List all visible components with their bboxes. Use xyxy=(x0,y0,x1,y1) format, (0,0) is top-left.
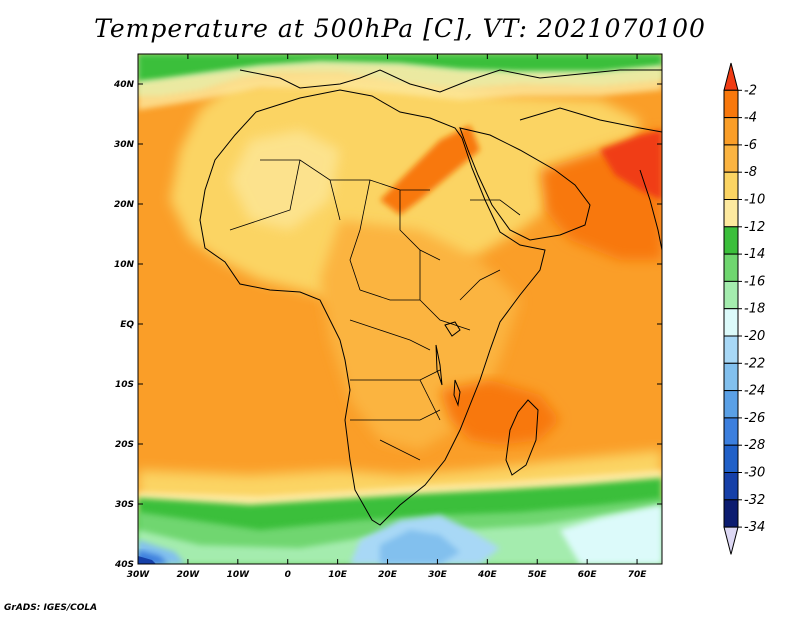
lat-label: 10S xyxy=(115,380,134,390)
colorbar-label: -24 xyxy=(744,384,765,399)
colorbar-swatch xyxy=(723,444,739,474)
lon-label: 10E xyxy=(328,570,348,580)
field-north-green xyxy=(138,54,662,82)
colorbar-swatch xyxy=(723,117,739,146)
field-southwest-navy xyxy=(138,556,156,564)
madagascar-coastline xyxy=(505,399,539,476)
colorbar-label: -22 xyxy=(744,356,765,371)
arabia-coastline xyxy=(459,127,591,241)
axis-ticks xyxy=(137,54,662,565)
colorbar-label: -2 xyxy=(744,83,757,98)
lake-tanganyika xyxy=(435,344,443,386)
colorbar-label: -34 xyxy=(744,520,765,535)
map-title: Temperature at 500hPa [C], VT: 202107010… xyxy=(94,14,706,43)
europe-coastline xyxy=(239,69,662,93)
colorbar-swatch xyxy=(723,362,739,392)
colorbar-swatch xyxy=(723,226,739,255)
colorbar-swatch xyxy=(723,472,739,501)
colorbar-label: -26 xyxy=(744,411,765,426)
lat-label: 10N xyxy=(114,260,135,270)
lat-label: EQ xyxy=(120,320,134,330)
lon-label: 60E xyxy=(578,570,598,580)
colorbar-swatch xyxy=(723,417,739,446)
lon-label: 40E xyxy=(477,570,498,580)
colorbar-label: -30 xyxy=(744,466,765,481)
shaded-field xyxy=(138,54,662,564)
footer-credit: GrADS: IGES/COLA xyxy=(4,603,98,613)
colorbar-label: -14 xyxy=(744,247,765,262)
lat-label: 40S xyxy=(114,560,134,570)
colorbar-label: -6 xyxy=(744,138,757,153)
lat-label: 20S xyxy=(115,440,134,450)
lon-label: 70E xyxy=(628,570,648,580)
lon-label: 10W xyxy=(227,570,251,580)
colorbar-swatch xyxy=(723,171,739,200)
africa-coastline xyxy=(199,89,546,526)
colorbar: -2 -4 -6 -8 -10 -12 -14 -16 -18 -20 -22 -24 -26 -28 -3… xyxy=(723,62,765,555)
colorbar-label: -4 xyxy=(744,111,757,126)
colorbar-label: -20 xyxy=(744,329,765,344)
lat-label: 30S xyxy=(115,500,134,510)
lon-label: 20E xyxy=(378,570,398,580)
india-coastline xyxy=(639,169,662,251)
colorbar-label: -10 xyxy=(744,193,765,208)
colorbar-top-arrow xyxy=(723,62,739,91)
colorbar-label: -12 xyxy=(744,220,765,235)
colorbar-bottom-arrow xyxy=(723,526,739,555)
colorbar-swatch xyxy=(723,308,739,337)
colorbar-swatch xyxy=(723,253,739,282)
colorbar-swatch xyxy=(723,390,739,419)
country-borders xyxy=(229,159,521,461)
lat-label: 20N xyxy=(114,200,135,210)
lat-label: 30N xyxy=(114,140,135,150)
field-arabian-heat xyxy=(600,130,662,200)
colorbar-label: -28 xyxy=(744,438,765,453)
lon-label: 30E xyxy=(428,570,448,580)
longitude-labels: 30W 20W 10W 0 10E 20E 30E 40E 50E 60E 70E xyxy=(127,570,647,580)
colorbar-swatch xyxy=(723,144,739,173)
iran-coastline xyxy=(519,107,662,133)
plot-frame xyxy=(137,53,663,565)
lat-label: 40N xyxy=(113,80,135,90)
field-south-cyan xyxy=(560,505,662,564)
colorbar-swatch xyxy=(723,199,739,228)
lon-label: 0 xyxy=(285,570,291,580)
colorbar-label: -16 xyxy=(744,274,765,289)
field-saharan-heat xyxy=(380,125,480,215)
field-southeast-heat xyxy=(440,380,560,445)
colorbar-swatch xyxy=(723,89,739,119)
latitude-labels: 40N 30N 20N 10N EQ 10S 20S 30S 40S xyxy=(113,80,135,570)
lon-label: 50E xyxy=(528,570,548,580)
colorbar-label: -18 xyxy=(744,302,765,317)
colorbar-label: -8 xyxy=(744,165,757,180)
field-north-yellow-edge xyxy=(138,62,662,110)
field-light-yellow xyxy=(230,130,340,230)
colorbar-swatch xyxy=(723,335,739,364)
lake-malawi xyxy=(453,379,461,407)
lon-label: 20W xyxy=(177,570,201,580)
coastlines xyxy=(199,69,662,526)
lake-victoria xyxy=(444,321,461,337)
lon-label: 30W xyxy=(127,570,151,580)
colorbar-swatch xyxy=(723,280,739,310)
colorbar-label: -32 xyxy=(744,493,765,508)
colorbar-swatch xyxy=(723,499,739,528)
field-south-midblue xyxy=(380,530,460,564)
